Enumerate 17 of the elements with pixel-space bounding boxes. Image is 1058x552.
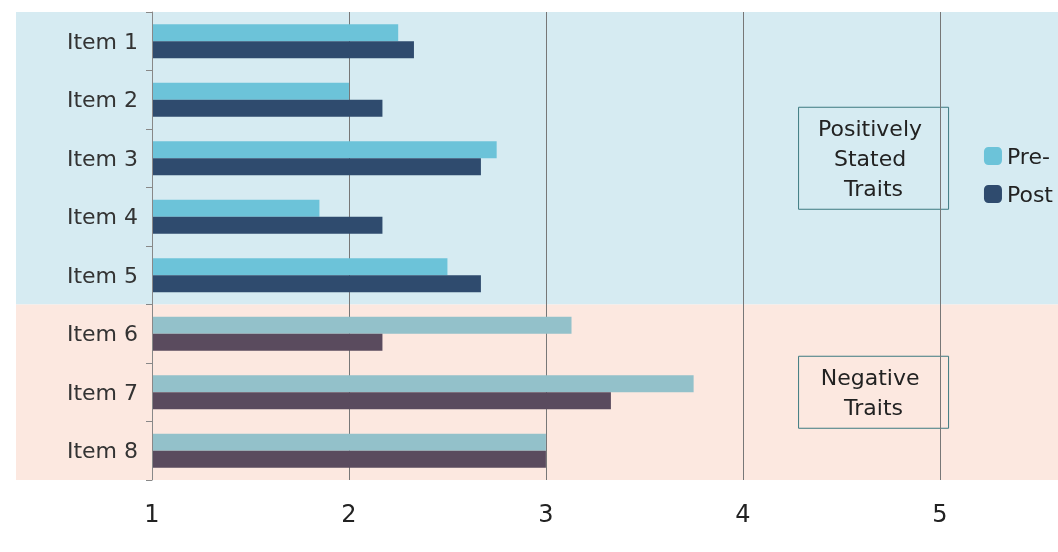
y-tick-label: Item 4 xyxy=(66,204,138,230)
legend-label: Pre- xyxy=(1006,143,1050,169)
legend-label: Post xyxy=(1006,181,1054,207)
y-tick-label: Item 5 xyxy=(66,262,138,288)
band-label: Positively Stated Traits xyxy=(818,115,930,201)
y-tick-label: Item 8 xyxy=(66,438,138,464)
x-tick-label: 5 xyxy=(932,500,948,528)
y-tick-label: Item 6 xyxy=(66,321,138,347)
band-label: Negative Traits xyxy=(820,364,927,420)
x-tick-label: 1 xyxy=(144,500,160,528)
y-tick-label: Item 3 xyxy=(66,145,138,171)
x-tick-label: 2 xyxy=(341,500,357,528)
y-tick-label: Item 2 xyxy=(66,87,138,113)
y-tick-label: Item 1 xyxy=(66,28,138,54)
x-tick-label: 3 xyxy=(538,500,554,528)
y-tick-label: Item 7 xyxy=(66,379,138,405)
x-tick-label: 4 xyxy=(735,500,751,528)
